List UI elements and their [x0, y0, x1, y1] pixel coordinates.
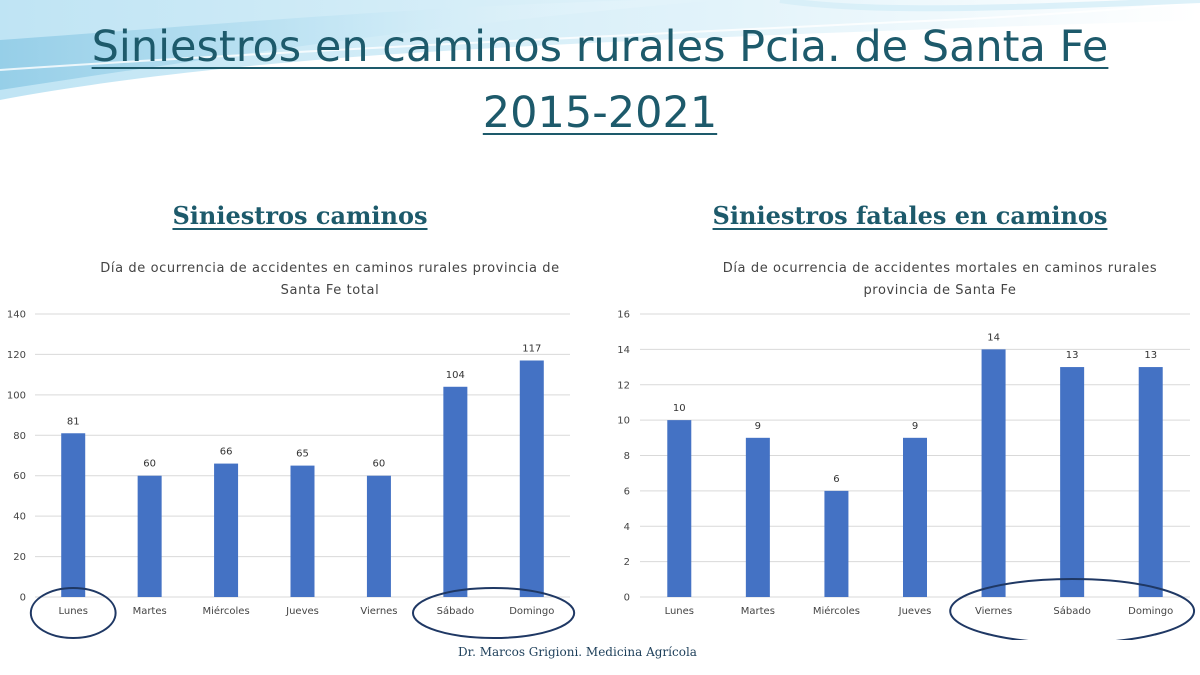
- x-tick-label: Domingo: [1128, 606, 1173, 617]
- y-tick-label: 100: [7, 390, 26, 401]
- x-tick-label: Martes: [741, 606, 775, 617]
- bar-lunes: [61, 433, 86, 597]
- y-tick-label: 120: [7, 350, 26, 361]
- data-label: 60: [373, 459, 386, 470]
- chart-title-line-1: Día de ocurrencia de accidentes mortales…: [723, 261, 1158, 276]
- data-label: 104: [446, 370, 465, 381]
- bar-viernes: [981, 349, 1006, 597]
- y-tick-label: 60: [13, 471, 26, 482]
- bar-jueves: [290, 465, 315, 597]
- section-title-right: Siniestros fatales en caminos: [712, 201, 1108, 230]
- x-tick-label: Jueves: [898, 606, 932, 617]
- bar-chart-fatal-accidents: Día de ocurrencia de accidentes mortales…: [617, 261, 1196, 640]
- highlight-ellipse: [949, 578, 1196, 640]
- data-label: 60: [143, 459, 156, 470]
- y-tick-label: 6: [624, 486, 630, 497]
- data-label: 66: [220, 447, 233, 458]
- x-tick-label: Martes: [133, 606, 167, 617]
- y-tick-label: 8: [624, 451, 630, 462]
- chart-title-line-1: Día de ocurrencia de accidentes en camin…: [100, 261, 559, 276]
- highlight-ellipse: [29, 587, 117, 639]
- data-label: 81: [67, 416, 80, 427]
- bar-viernes: [366, 475, 391, 597]
- x-tick-label: Domingo: [509, 606, 554, 617]
- y-tick-label: 4: [624, 522, 630, 533]
- bar-martes: [745, 437, 770, 597]
- x-tick-label: Viernes: [360, 606, 397, 617]
- y-tick-label: 80: [13, 431, 26, 442]
- y-tick-label: 12: [617, 380, 630, 391]
- data-label: 65: [296, 449, 309, 460]
- y-tick-label: 10: [617, 416, 630, 427]
- x-tick-label: Miércoles: [813, 605, 860, 617]
- bar-lunes: [667, 420, 692, 597]
- bar-miércoles: [214, 463, 239, 597]
- bar-miércoles: [824, 490, 849, 597]
- data-label: 9: [912, 421, 918, 432]
- x-tick-label: Miércoles: [202, 605, 249, 617]
- data-label: 14: [987, 332, 1000, 343]
- bar-sábado: [443, 386, 468, 597]
- bar-domingo: [1138, 367, 1163, 597]
- bar-martes: [137, 475, 162, 597]
- data-label: 6: [833, 474, 839, 485]
- x-tick-label: Jueves: [285, 606, 319, 617]
- data-label: 13: [1066, 350, 1079, 361]
- x-tick-label: Viernes: [975, 606, 1012, 617]
- y-tick-label: 14: [617, 345, 630, 356]
- y-tick-label: 2: [624, 557, 630, 568]
- bar-domingo: [519, 360, 544, 597]
- y-tick-label: 0: [624, 593, 630, 604]
- data-label: 10: [673, 403, 686, 414]
- x-tick-label: Sábado: [437, 605, 474, 617]
- footer-credit: Dr. Marcos Grigioni. Medicina Agrícola: [458, 645, 697, 659]
- bar-jueves: [903, 437, 927, 597]
- y-tick-label: 20: [13, 552, 26, 563]
- data-label: 13: [1144, 350, 1157, 361]
- y-tick-label: 16: [617, 310, 630, 321]
- chart-title-line-2: Santa Fe total: [281, 283, 380, 298]
- x-tick-label: Lunes: [58, 606, 87, 617]
- y-tick-label: 0: [20, 593, 26, 604]
- y-tick-label: 40: [13, 512, 26, 523]
- data-label: 117: [522, 343, 541, 354]
- slide-title-line-2: 2015-2021: [482, 88, 718, 138]
- section-title-left: Siniestros caminos: [172, 201, 428, 230]
- chart-title-line-2: provincia de Santa Fe: [863, 283, 1016, 298]
- highlight-ellipse: [411, 587, 576, 639]
- bar-chart-total-accidents: Día de ocurrencia de accidentes en camin…: [7, 261, 576, 639]
- slide-title-line-1: Siniestros en caminos rurales Pcia. de S…: [91, 22, 1109, 72]
- x-tick-label: Sábado: [1053, 605, 1090, 617]
- bar-sábado: [1060, 367, 1085, 597]
- data-label: 9: [755, 421, 761, 432]
- y-tick-label: 140: [7, 310, 26, 321]
- x-tick-label: Lunes: [665, 606, 694, 617]
